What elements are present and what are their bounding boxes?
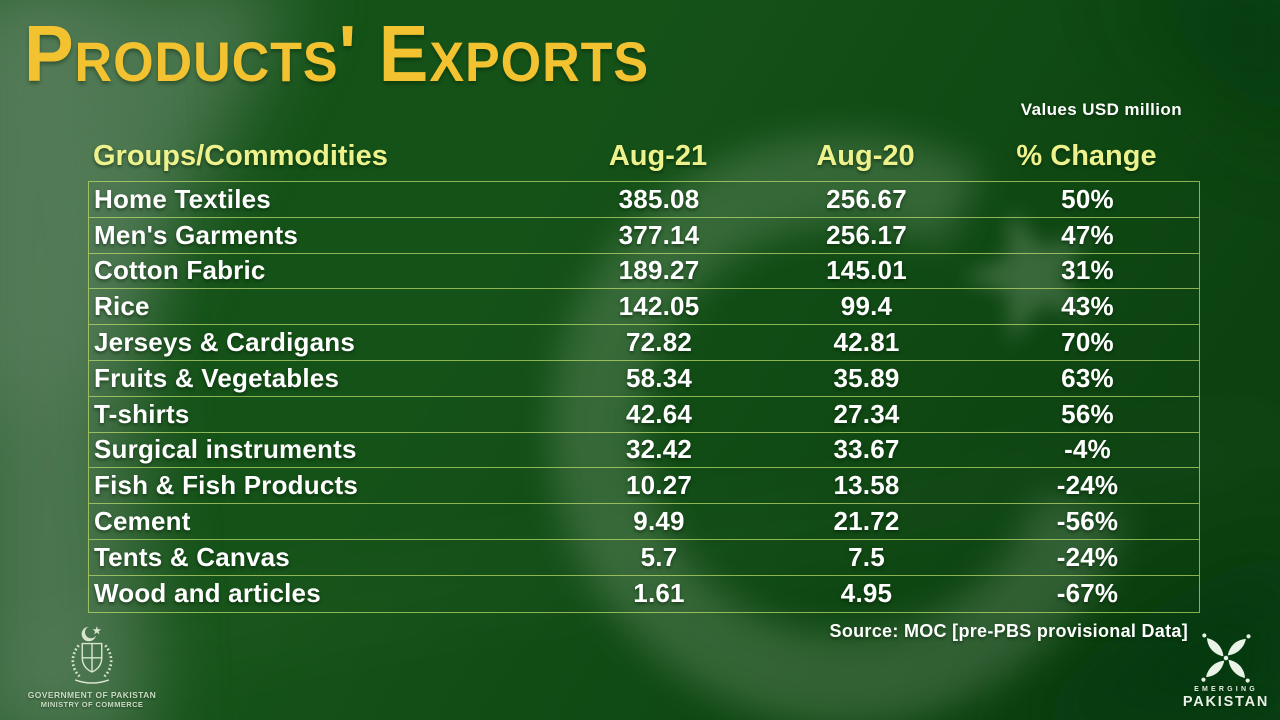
commodity-cell: Fruits & Vegetables — [94, 362, 340, 393]
change-value-cell: 43% — [1061, 291, 1114, 322]
commodity-cell: Wood and articles — [94, 578, 321, 609]
source-note: Source: MOC [pre-PBS provisional Data] — [829, 621, 1188, 641]
aug21-value-cell: 385.08 — [618, 183, 700, 214]
aug21-value-cell: 377.14 — [618, 219, 700, 250]
commodity-cell: Jerseys & Cardigans — [94, 327, 356, 358]
table-row: Wood and articles 1.61 4.95 -67% — [89, 576, 1199, 612]
change-value-cell: -56% — [1056, 506, 1119, 537]
change-value-cell: 56% — [1061, 398, 1114, 429]
aug20-value-cell: 21.72 — [833, 506, 900, 537]
table-row: Home Textiles 385.08 256.67 50% — [89, 182, 1199, 218]
commodity-cell: Tents & Canvas — [94, 541, 290, 572]
commodity-cell: T-shirts — [94, 398, 190, 429]
commodity-cell: Men's Garments — [94, 219, 299, 250]
aug21-value-cell: 5.7 — [640, 541, 678, 572]
aug21-value-cell: 9.49 — [633, 506, 685, 537]
change-value-cell: -4% — [1064, 434, 1111, 465]
aug21-value-cell: 42.64 — [625, 398, 693, 429]
aug21-value-cell: 189.27 — [618, 255, 700, 286]
aug21-value-cell: 72.82 — [625, 327, 693, 358]
commodity-cell: Cotton Fabric — [94, 255, 266, 286]
aug20-value-cell: 35.89 — [833, 362, 900, 393]
aug20-value-cell: 256.17 — [826, 219, 907, 250]
commodity-cell: Rice — [94, 291, 150, 322]
table-row: Men's Garments 377.14 256.17 47% — [89, 218, 1199, 254]
change-value-cell: 63% — [1061, 362, 1114, 393]
table-row: Jerseys & Cardigans 72.82 42.81 70% — [89, 325, 1199, 361]
exports-table: Home Textiles 385.08 256.67 50% Men's Ga… — [88, 181, 1200, 613]
aug21-value-cell: 10.27 — [625, 470, 693, 501]
table-row: Surgical instruments 32.42 33.67 -4% — [89, 433, 1199, 469]
aug20-value-cell: 99.4 — [840, 291, 893, 322]
table-row: Cotton Fabric 189.27 145.01 31% — [89, 254, 1199, 290]
change-value-cell: 50% — [1061, 183, 1114, 214]
aug20-value-cell: 33.67 — [833, 434, 900, 465]
aug20-value-cell: 7.5 — [848, 541, 885, 572]
page-title: Products' Exports — [24, 9, 650, 98]
table-row: Fish & Fish Products 10.27 13.58 -24% — [89, 468, 1199, 505]
commodity-cell: Home Textiles — [94, 183, 271, 214]
column-header-change: % Change — [1016, 139, 1157, 172]
change-value-cell: -24% — [1056, 541, 1119, 572]
change-value-cell: 31% — [1061, 255, 1114, 286]
change-value-cell: 47% — [1061, 219, 1114, 250]
change-value-cell: -67% — [1056, 578, 1119, 609]
pakistan-state-emblem-icon — [71, 626, 113, 684]
brand-word-pakistan: PAKISTAN — [1182, 694, 1270, 710]
commodity-cell: Fish & Fish Products — [94, 470, 359, 501]
aug21-value-cell: 58.34 — [625, 362, 693, 393]
aug20-value-cell: 145.01 — [826, 255, 907, 286]
column-header-aug21: Aug-21 — [608, 139, 708, 172]
change-value-cell: 70% — [1061, 327, 1114, 358]
aug21-value-cell: 32.42 — [625, 434, 693, 465]
aug20-value-cell: 27.34 — [833, 398, 900, 429]
table-row: Tents & Canvas 5.7 7.5 -24% — [89, 540, 1199, 576]
commodity-cell: Cement — [94, 506, 191, 537]
table-row: Rice 142.05 99.4 43% — [89, 289, 1199, 326]
aug20-value-cell: 13.58 — [833, 470, 900, 501]
government-footer: GOVERNMENT OF PAKISTAN MINISTRY OF COMME… — [26, 625, 158, 709]
aug20-value-cell: 256.67 — [826, 183, 907, 214]
aug21-value-cell: 142.05 — [618, 291, 700, 322]
government-caption-line1: GOVERNMENT OF PAKISTAN — [27, 690, 157, 700]
emerging-pakistan-logo-icon — [1201, 633, 1251, 683]
government-caption-line2: MINISTRY OF COMMERCE — [40, 700, 144, 709]
table-row: Fruits & Vegetables 58.34 35.89 63% — [89, 361, 1199, 397]
aug20-value-cell: 4.95 — [840, 578, 893, 609]
change-value-cell: -24% — [1056, 470, 1119, 501]
unit-note: Values USD million — [1020, 100, 1182, 119]
emerging-pakistan-footer: EMERGING PAKISTAN — [1178, 632, 1274, 710]
commodity-cell: Surgical instruments — [94, 434, 357, 465]
column-header-commodities: Groups/Commodities — [93, 139, 388, 172]
table-row: Cement 9.49 21.72 -56% — [89, 504, 1199, 540]
table-row: T-shirts 42.64 27.34 56% — [89, 397, 1199, 433]
column-header-aug20: Aug-20 — [816, 139, 915, 172]
table-header-row: Groups/Commodities Aug-21 Aug-20 % Chang… — [88, 131, 1200, 181]
aug21-value-cell: 1.61 — [633, 578, 685, 609]
brand-word-emerging: EMERGING — [1194, 686, 1258, 693]
aug20-value-cell: 42.81 — [833, 327, 900, 358]
